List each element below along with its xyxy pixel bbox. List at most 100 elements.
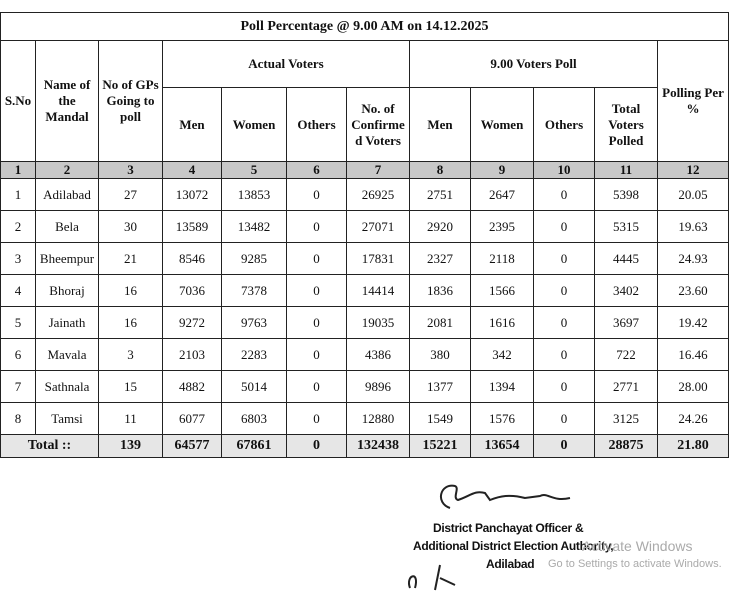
table-cell: Bhoraj <box>35 274 99 307</box>
total-cell: 21.80 <box>656 434 730 458</box>
header-voters-poll: 9.00 Voters Poll <box>409 40 658 88</box>
footer-line-1: District Panchayat Officer & <box>433 521 584 535</box>
header-men: Men <box>162 87 222 162</box>
table-cell: 0 <box>286 274 347 307</box>
total-label: Total :: <box>0 434 99 458</box>
table-cell: 0 <box>286 338 347 371</box>
table-cell: Tamsi <box>35 402 99 435</box>
table-cell: 0 <box>533 178 595 211</box>
table-cell: 2920 <box>409 210 471 243</box>
table-row: 1 Adilabad 27 13072 13853 0 26925 2751 2647 0 5398… <box>0 178 730 211</box>
table-cell: 0 <box>286 402 347 435</box>
column-index: 1 <box>0 161 36 179</box>
header-women: Women <box>221 87 287 162</box>
table-cell: 5398 <box>594 178 658 211</box>
total-cell: 13654 <box>470 434 534 458</box>
table-cell: 3 <box>98 338 163 371</box>
table-cell: 2395 <box>470 210 534 243</box>
table-cell: 4882 <box>162 370 222 403</box>
header-polling-percent: Polling Per % <box>656 40 730 162</box>
signature <box>440 484 571 509</box>
table-cell: 1 <box>0 178 36 211</box>
table-cell: 5014 <box>221 370 287 403</box>
footer-line-3: Adilabad <box>486 557 535 571</box>
table-title: Poll Percentage @ 9.00 AM on 14.12.2025 <box>0 12 730 41</box>
table-cell: Bheempur <box>35 242 99 275</box>
table-cell: 0 <box>533 242 595 275</box>
table-cell: 13589 <box>162 210 222 243</box>
table-cell: 24.93 <box>656 242 730 275</box>
table-cell: 13853 <box>221 178 287 211</box>
watermark-subtitle: Go to Settings to activate Windows. <box>548 558 722 570</box>
table-cell: 5 <box>0 306 36 339</box>
column-index: 10 <box>533 161 595 179</box>
table-cell: 4386 <box>346 338 410 371</box>
column-index: 9 <box>470 161 534 179</box>
table-cell: Mavala <box>35 338 99 371</box>
table-cell: 19035 <box>346 306 410 339</box>
table-cell: Adilabad <box>35 178 99 211</box>
table-cell: 1576 <box>470 402 534 435</box>
table-cell: 0 <box>533 306 595 339</box>
table-cell: 9763 <box>221 306 287 339</box>
table-cell: 0 <box>533 402 595 435</box>
table-cell: 17831 <box>346 242 410 275</box>
poll-table: Poll Percentage @ 9.00 AM on 14.12.2025 … <box>0 12 730 458</box>
table-cell: 1394 <box>470 370 534 403</box>
table-cell: 0 <box>286 242 347 275</box>
table-cell: Jainath <box>35 306 99 339</box>
table-cell: 14414 <box>346 274 410 307</box>
table-cell: 0 <box>286 210 347 243</box>
table-cell: 0 <box>533 210 595 243</box>
table-cell: 21 <box>98 242 163 275</box>
table-cell: 9272 <box>162 306 222 339</box>
table-cell: 1836 <box>409 274 471 307</box>
column-index: 8 <box>409 161 471 179</box>
header-sno: S.No <box>0 40 36 162</box>
table-cell: 2327 <box>409 242 471 275</box>
header-men-polled: Men <box>409 87 471 162</box>
table-cell: 1566 <box>470 274 534 307</box>
table-cell: 0 <box>286 370 347 403</box>
table-cell: 2283 <box>221 338 287 371</box>
total-cell: 0 <box>533 434 595 458</box>
table-cell: 342 <box>470 338 534 371</box>
table-cell: 6803 <box>221 402 287 435</box>
table-cell: 30 <box>98 210 163 243</box>
table-cell: 24.26 <box>656 402 730 435</box>
table-cell: 5315 <box>594 210 658 243</box>
total-cell: 64577 <box>162 434 222 458</box>
total-cell: 67861 <box>221 434 287 458</box>
table-cell: 1377 <box>409 370 471 403</box>
table-cell: 13482 <box>221 210 287 243</box>
table-cell: 0 <box>286 306 347 339</box>
table-cell: 7378 <box>221 274 287 307</box>
table-cell: 12880 <box>346 402 410 435</box>
table-cell: 16 <box>98 274 163 307</box>
total-cell: 28875 <box>594 434 658 458</box>
column-index: 6 <box>286 161 347 179</box>
table-cell: 15 <box>98 370 163 403</box>
table-cell: 28.00 <box>656 370 730 403</box>
table-row: 2 Bela 30 13589 13482 0 27071 2920 2395 0 5315 19.6… <box>0 210 730 243</box>
table-cell: 0 <box>533 338 595 371</box>
table-cell: 11 <box>98 402 163 435</box>
table-cell: 6077 <box>162 402 222 435</box>
table-cell: 2118 <box>470 242 534 275</box>
column-index: 12 <box>656 161 730 179</box>
table-cell: 6 <box>0 338 36 371</box>
table-cell: 722 <box>594 338 658 371</box>
table-row: 3 Bheempur 21 8546 9285 0 17831 2327 2118 0 4445 24… <box>0 242 730 275</box>
table-cell: 4 <box>0 274 36 307</box>
table-cell: 2751 <box>409 178 471 211</box>
table-cell: 9285 <box>221 242 287 275</box>
header-others: Others <box>286 87 347 162</box>
table-cell: 2771 <box>594 370 658 403</box>
table-row: 8 Tamsi 11 6077 6803 0 12880 1549 1576 0 3125 24.26 <box>0 402 730 435</box>
table-cell: 16 <box>98 306 163 339</box>
table-cell: 27071 <box>346 210 410 243</box>
initials-signature <box>407 564 456 591</box>
table-cell: 23.60 <box>656 274 730 307</box>
header-others-polled: Others <box>533 87 595 162</box>
table-row: 5 Jainath 16 9272 9763 0 19035 2081 1616 0 3697 19.… <box>0 306 730 339</box>
